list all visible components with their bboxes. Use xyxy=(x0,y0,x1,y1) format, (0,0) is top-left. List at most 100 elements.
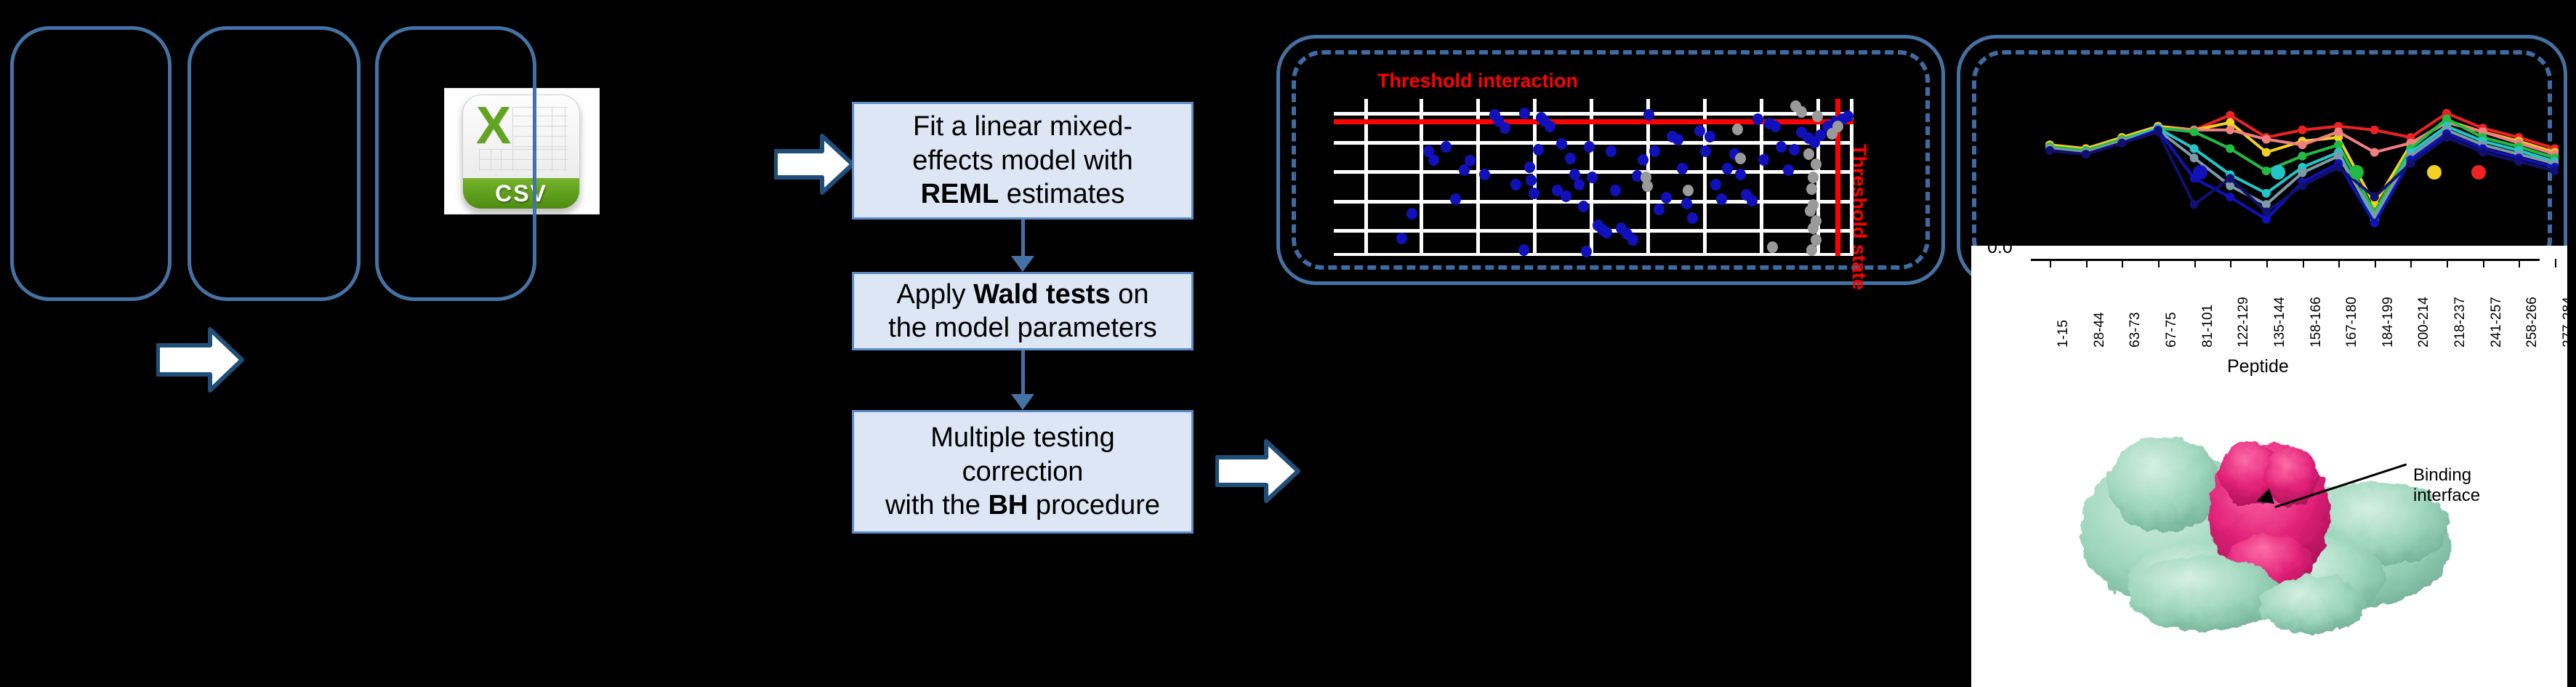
wald-tests-box: Apply Wald tests on the model parameters xyxy=(852,272,1194,350)
y-axis-value-label: 0.0 xyxy=(1987,237,2013,257)
x-axis-tick-label: 218-237 xyxy=(2452,297,2468,347)
connector-wald-to-bh-head xyxy=(1011,394,1034,410)
x-axis-tick-label: 167-180 xyxy=(2344,297,2360,347)
series-point xyxy=(2334,127,2343,137)
series-point xyxy=(2370,125,2379,134)
series-point xyxy=(2153,127,2162,137)
x-axis-tick xyxy=(2519,259,2521,268)
series-point xyxy=(2261,148,2271,157)
x-axis-tick-label: 28-44 xyxy=(2091,312,2107,347)
csv-format-band: CSV xyxy=(463,178,579,209)
series-point xyxy=(2334,151,2343,161)
series-point xyxy=(2298,125,2307,134)
x-axis-ticks xyxy=(1971,246,2567,268)
binding-interface-annotation: Binding interface xyxy=(2413,465,2481,505)
series-point xyxy=(2261,200,2271,209)
multiple-testing-box: Multiple testing correction with the BH … xyxy=(852,410,1194,534)
x-axis-tick-label: 81-101 xyxy=(2199,304,2215,347)
csv-format-label: CSV xyxy=(495,180,547,206)
series-point xyxy=(2478,148,2487,157)
x-axis-tick-label: 135-144 xyxy=(2271,297,2287,347)
series-point xyxy=(2226,118,2235,127)
connector-fit-to-wald-head xyxy=(1011,256,1034,272)
x-axis-tick xyxy=(2230,259,2232,268)
series-point xyxy=(2298,181,2307,190)
legend-dot-2 xyxy=(2271,165,2285,180)
x-axis-tick-label: 241-257 xyxy=(2488,297,2504,347)
x-axis-tick xyxy=(2447,259,2449,268)
series-point xyxy=(2334,163,2343,172)
legend-dot-3 xyxy=(2349,165,2364,180)
series-point xyxy=(2261,214,2271,224)
x-axis-tick-labels: 1-15 28-44 63-73 67-75 81-101 122-129 135-144 1… xyxy=(1971,246,2576,369)
x-axis-tick xyxy=(2302,259,2304,268)
arrow-analysis-to-results xyxy=(1215,436,1301,506)
multiple-testing-box-text: Multiple testing correction with the BH … xyxy=(885,422,1161,521)
series-point xyxy=(2514,157,2524,166)
series-point xyxy=(2226,125,2235,134)
x-axis-tick xyxy=(2266,259,2268,268)
x-axis-tick-label: 184-199 xyxy=(2380,297,2396,347)
x-axis-title: Peptide xyxy=(2227,356,2289,377)
x-axis-tick xyxy=(2085,259,2088,268)
x-axis-tick xyxy=(2194,259,2196,268)
series-point xyxy=(2226,111,2235,120)
legend-dot-4 xyxy=(2427,165,2442,180)
x-axis-tick xyxy=(2374,259,2376,268)
series-point xyxy=(2261,207,2271,217)
panel-analysis xyxy=(375,26,536,301)
csv-x-letter: X xyxy=(476,97,512,155)
series-point xyxy=(2226,181,2235,190)
series-point xyxy=(2081,150,2090,159)
threshold-scatter-plot: Threshold interaction Threshold state xyxy=(1334,64,1901,290)
series-point xyxy=(2226,174,2235,183)
threshold-interaction-line xyxy=(1334,119,1853,124)
x-axis-tick-label: 277-284 xyxy=(2561,297,2576,347)
x-axis-tick xyxy=(2157,259,2160,268)
peptide-line-plot-svg xyxy=(2045,108,2559,228)
x-axis-tick xyxy=(2050,259,2051,268)
series-point xyxy=(2442,133,2452,142)
fit-model-box-text: Fit a linear mixed- effects model with R… xyxy=(912,111,1133,210)
threshold-state-line xyxy=(1835,99,1840,256)
x-axis-tick-label: 63-73 xyxy=(2128,312,2144,347)
legend-dot-5 xyxy=(2471,165,2486,180)
connector-fit-to-wald xyxy=(1021,220,1025,257)
series-point xyxy=(2298,151,2307,161)
arrow-data-to-analysis xyxy=(774,131,856,198)
series-point xyxy=(2189,153,2199,163)
x-axis-tick-label: 258-266 xyxy=(2524,297,2540,347)
series-point xyxy=(2045,145,2054,155)
x-axis-tick-label: 158-166 xyxy=(2308,297,2324,347)
x-axis-line xyxy=(2031,259,2540,261)
series-point xyxy=(2370,218,2379,228)
series-point xyxy=(2226,192,2235,201)
series-point xyxy=(2334,140,2343,150)
x-axis-tick xyxy=(2555,259,2556,268)
series-point xyxy=(2189,200,2199,209)
series-point xyxy=(2261,166,2271,176)
panel-input xyxy=(10,26,172,301)
x-axis-tick-label: 200-214 xyxy=(2416,297,2432,347)
peptide-figure-card: 0.0 1-15 28-44 63-73 67-75 81-101 122-129 135-… xyxy=(1971,237,2576,687)
series-point xyxy=(2117,138,2127,148)
series-point xyxy=(2189,144,2199,153)
arrow-input-to-data xyxy=(156,324,245,396)
series-point xyxy=(2261,188,2271,198)
fit-model-box: Fit a linear mixed- effects model with R… xyxy=(852,102,1194,220)
series-point xyxy=(2298,168,2307,177)
legend-dot-1 xyxy=(2193,165,2207,180)
panel-data-source xyxy=(188,26,361,301)
x-axis-tick xyxy=(2122,259,2124,268)
series-point xyxy=(2298,140,2307,150)
panel-results-scatter xyxy=(1276,35,1945,285)
x-axis-tick-label: 67-75 xyxy=(2163,312,2179,347)
x-axis-tick xyxy=(2410,259,2412,268)
series-point xyxy=(2370,192,2379,201)
series-point xyxy=(2261,134,2271,144)
scatter-title: Threshold interaction xyxy=(1377,70,1579,92)
scatter-plot-area xyxy=(1334,99,1853,257)
x-axis-tick xyxy=(2482,259,2484,268)
peptide-line-plot xyxy=(2006,70,2559,266)
